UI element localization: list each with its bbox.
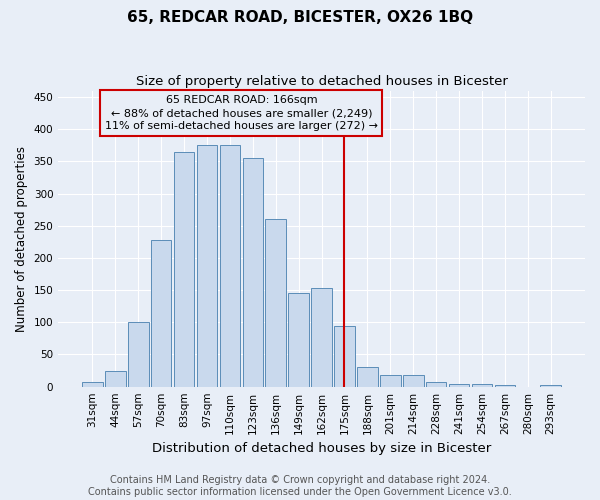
- X-axis label: Distribution of detached houses by size in Bicester: Distribution of detached houses by size …: [152, 442, 491, 455]
- Text: Contains HM Land Registry data © Crown copyright and database right 2024.
Contai: Contains HM Land Registry data © Crown c…: [88, 476, 512, 497]
- Bar: [197, 146, 217, 386]
- Bar: [265, 220, 286, 386]
- Bar: [174, 152, 194, 386]
- Bar: [220, 146, 240, 386]
- Bar: [357, 368, 378, 386]
- Bar: [426, 382, 446, 386]
- Text: 65, REDCAR ROAD, BICESTER, OX26 1BQ: 65, REDCAR ROAD, BICESTER, OX26 1BQ: [127, 10, 473, 25]
- Bar: [334, 326, 355, 386]
- Bar: [289, 294, 309, 386]
- Bar: [472, 384, 493, 386]
- Bar: [105, 370, 125, 386]
- Bar: [403, 375, 424, 386]
- Bar: [82, 382, 103, 386]
- Bar: [449, 384, 469, 386]
- Bar: [380, 375, 401, 386]
- Bar: [242, 158, 263, 386]
- Bar: [311, 288, 332, 386]
- Bar: [151, 240, 172, 386]
- Title: Size of property relative to detached houses in Bicester: Size of property relative to detached ho…: [136, 75, 508, 88]
- Text: 65 REDCAR ROAD: 166sqm
← 88% of detached houses are smaller (2,249)
11% of semi-: 65 REDCAR ROAD: 166sqm ← 88% of detached…: [105, 95, 378, 132]
- Y-axis label: Number of detached properties: Number of detached properties: [15, 146, 28, 332]
- Bar: [128, 322, 149, 386]
